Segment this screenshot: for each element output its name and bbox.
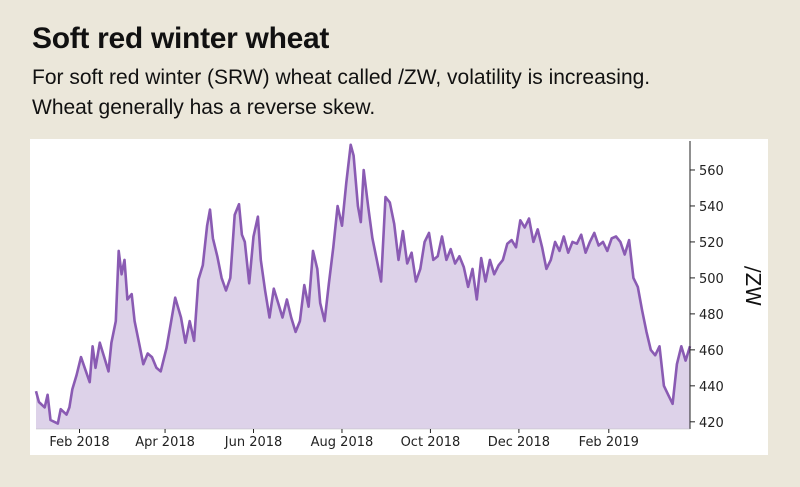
x-tick-label: Oct 2018 <box>401 435 461 450</box>
y-tick-label: 500 <box>699 272 724 287</box>
y-tick-label: 520 <box>699 236 724 251</box>
x-tick-label: Dec 2018 <box>488 435 550 450</box>
chart-panel: 420 440 460 480 500 520 540 560 Feb 2018 Apr 201… <box>30 139 768 455</box>
x-tick-label: Jun 2018 <box>224 435 283 450</box>
y-axis-ticks: 420 440 460 480 500 520 540 560 <box>690 164 724 431</box>
y-tick-label: 540 <box>699 200 724 215</box>
y-tick-label: 480 <box>699 308 724 323</box>
area-chart: 420 440 460 480 500 520 540 560 Feb 2018 Apr 201… <box>34 141 765 450</box>
y-tick-label: 460 <box>699 344 724 359</box>
x-axis-ticks: Feb 2018 Apr 2018 Jun 2018 Aug 2018 Oct 2018… <box>49 429 639 450</box>
x-tick-label: Feb 2019 <box>579 435 639 450</box>
x-tick-label: Feb 2018 <box>49 435 109 450</box>
subtitle-line-2: Wheat generally has a reverse skew. <box>32 96 376 119</box>
y-tick-label: 440 <box>699 380 724 395</box>
x-tick-label: Aug 2018 <box>311 435 374 450</box>
series-area-fill <box>36 144 690 430</box>
y-axis-title: /ZW <box>741 266 765 306</box>
series-line <box>34 143 692 425</box>
x-tick-label: Apr 2018 <box>135 435 195 450</box>
y-tick-label: 560 <box>699 164 724 179</box>
chart-subtitle: For soft red winter (SRW) wheat called /… <box>32 63 772 123</box>
chart-title: Soft red winter wheat <box>32 22 330 55</box>
subtitle-line-1: For soft red winter (SRW) wheat called /… <box>32 66 651 89</box>
y-tick-label: 420 <box>699 416 724 431</box>
